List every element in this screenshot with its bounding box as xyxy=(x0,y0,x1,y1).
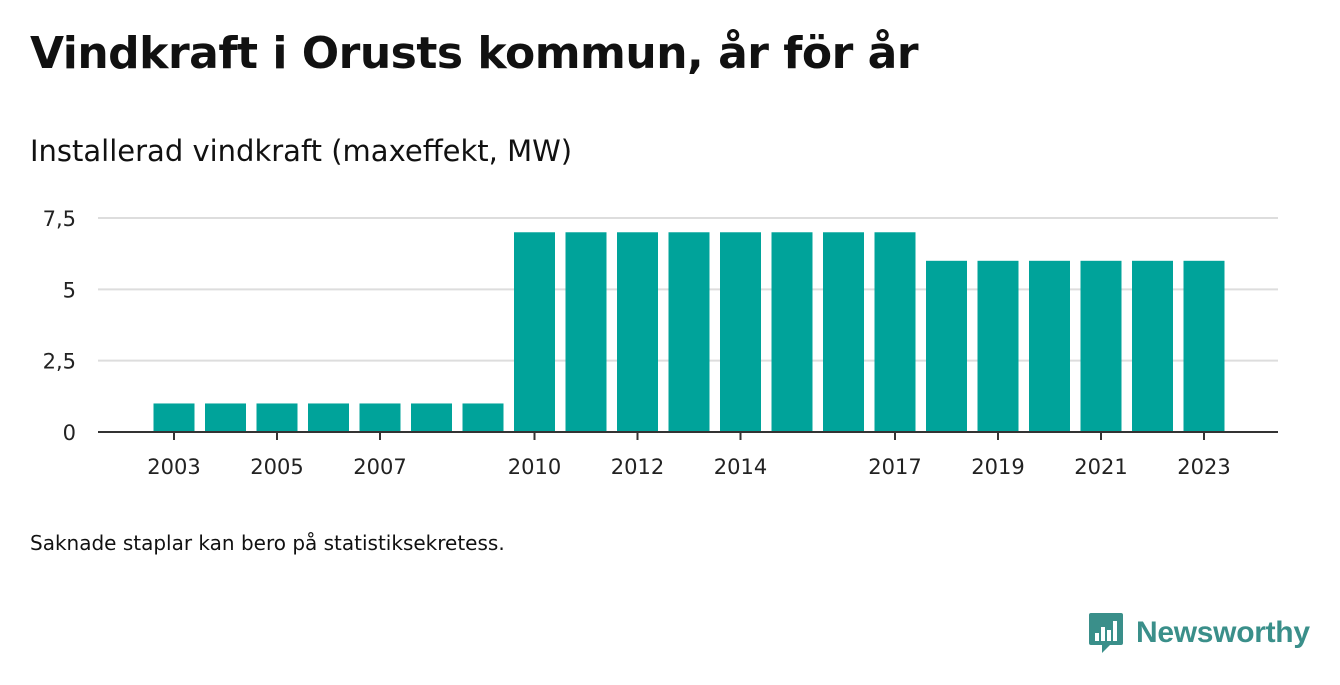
bar-2017 xyxy=(874,232,916,432)
bar-2010 xyxy=(514,232,555,432)
bar-2019 xyxy=(977,260,1019,432)
bars xyxy=(153,232,1225,432)
bar-2006 xyxy=(308,403,349,432)
x-tick-label: 2012 xyxy=(611,455,664,479)
bar-2018 xyxy=(926,260,967,432)
y-tick-label: 5 xyxy=(63,278,76,302)
bar-chart: 0 2,5 5 7,5 2003 2005 2007 2010 2012 2014 2017 2019… xyxy=(43,207,1278,479)
y-tick-label: 7,5 xyxy=(43,207,76,231)
x-tick-label: 2019 xyxy=(971,455,1024,479)
bar-2004 xyxy=(205,403,246,432)
bar-2021 xyxy=(1080,260,1122,432)
bar-2005 xyxy=(256,403,298,432)
bar-2007 xyxy=(359,403,401,432)
x-tick-label: 2021 xyxy=(1074,455,1127,479)
brand-logo: Newsworthy xyxy=(1088,611,1310,655)
bar-2008 xyxy=(411,403,452,432)
y-tick-label: 0 xyxy=(63,421,76,445)
bar-2015 xyxy=(771,232,813,432)
x-tick-label: 2014 xyxy=(714,455,767,479)
axes: 0 2,5 5 7,5 2003 2005 2007 2010 2012 2014 2017 2019… xyxy=(43,207,1278,479)
footnote: Saknade staplar kan bero på statistiksek… xyxy=(30,531,505,555)
bar-2013 xyxy=(668,232,710,432)
brand-name: Newsworthy xyxy=(1136,616,1310,649)
x-tick-label: 2007 xyxy=(353,455,406,479)
bar-2014 xyxy=(720,232,761,432)
bar-2022 xyxy=(1132,260,1173,432)
x-tick-label: 2003 xyxy=(147,455,200,479)
bar-2016 xyxy=(823,232,864,432)
chart-subtitle: Installerad vindkraft (maxeffekt, MW) xyxy=(30,134,573,168)
bar-2012 xyxy=(617,232,658,432)
bar-2011 xyxy=(565,232,607,432)
y-tick-label: 2,5 xyxy=(43,350,76,374)
bar-2023 xyxy=(1183,260,1225,432)
chart-title: Vindkraft i Orusts kommun, år för år xyxy=(30,28,919,79)
x-tick-label: 2010 xyxy=(508,455,561,479)
bar-chart-speech-bubble-icon xyxy=(1089,613,1123,653)
x-tick-label: 2023 xyxy=(1177,455,1230,479)
bar-2003 xyxy=(153,403,195,432)
x-tick-label: 2017 xyxy=(868,455,921,479)
bar-2020 xyxy=(1029,260,1070,432)
bar-2009 xyxy=(462,403,504,432)
x-tick-label: 2005 xyxy=(250,455,303,479)
